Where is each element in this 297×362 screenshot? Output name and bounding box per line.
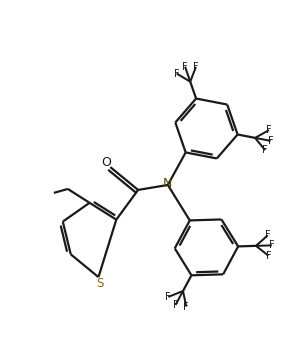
Text: F: F [266, 251, 271, 261]
Text: F: F [165, 292, 171, 302]
Text: F: F [269, 240, 275, 251]
Text: F: F [262, 145, 268, 155]
Text: F: F [174, 68, 179, 79]
Text: F: F [184, 302, 189, 312]
Text: F: F [182, 62, 188, 72]
Text: O: O [102, 156, 111, 169]
Text: F: F [173, 300, 178, 310]
Text: F: F [266, 125, 272, 135]
Text: S: S [96, 277, 103, 290]
Text: F: F [265, 230, 271, 240]
Text: F: F [193, 62, 199, 72]
Text: N: N [163, 177, 173, 190]
Text: F: F [268, 136, 274, 146]
